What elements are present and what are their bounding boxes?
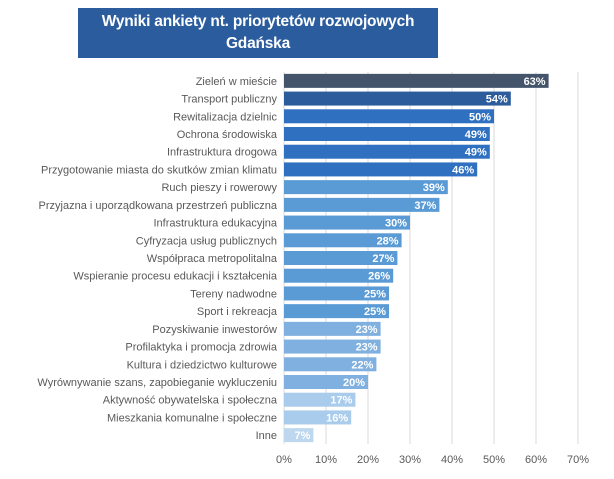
- data-label: 49%: [465, 129, 487, 141]
- x-tick-label: 50%: [483, 454, 505, 466]
- category-label: Infrastruktura drogowa: [167, 147, 278, 159]
- title-line-2: w perspektywie 10 lat: [180, 57, 336, 74]
- category-label: Przygotowanie miasta do skutków zmian kl…: [41, 164, 277, 176]
- category-label: Cyfryzacja usług publicznych: [136, 235, 277, 247]
- bar: [284, 127, 490, 141]
- data-label: 23%: [356, 324, 378, 336]
- category-label: Współpraca metropolitalna: [147, 253, 278, 265]
- bar: [284, 339, 381, 354]
- bar: [284, 268, 394, 283]
- data-label: 16%: [326, 412, 348, 424]
- bar: [284, 197, 440, 212]
- data-label: 28%: [377, 235, 399, 247]
- bar: [284, 109, 494, 124]
- bar: [284, 428, 314, 443]
- x-tick-label: 0%: [276, 454, 292, 466]
- category-label: Ruch pieszy i rowerowy: [161, 182, 277, 194]
- category-label: Mieszkania komunalne i społeczne: [107, 412, 277, 424]
- bar: [284, 162, 478, 177]
- data-label: 7%: [294, 430, 310, 442]
- category-label: Tereny nadwodne: [190, 288, 277, 300]
- x-tick-label: 30%: [399, 454, 421, 466]
- x-tick-label: 60%: [525, 454, 547, 466]
- category-label: Transport publiczny: [181, 94, 277, 106]
- bar: [284, 144, 490, 159]
- category-label: Infrastruktura edukacyjna: [153, 218, 277, 230]
- data-label: 20%: [343, 377, 365, 389]
- x-tick-label: 20%: [357, 454, 379, 466]
- category-label: Wspieranie procesu edukacji i kształceni…: [73, 271, 277, 283]
- bar: [284, 73, 549, 88]
- category-label: Profilaktyka i promocja zdrowia: [125, 342, 277, 354]
- data-label: 30%: [385, 218, 407, 230]
- data-label: 25%: [364, 306, 386, 318]
- bar: [284, 233, 402, 248]
- data-label: 22%: [351, 359, 373, 371]
- data-label: 54%: [486, 94, 508, 106]
- title-line-1: Wyniki ankiety nt. priorytetów rozwojowy…: [101, 13, 415, 52]
- bar: [284, 215, 410, 230]
- data-label: 23%: [356, 342, 378, 354]
- category-label: Zieleń w mieście: [196, 76, 277, 88]
- chart-title: Wyniki ankiety nt. priorytetów rozwojowy…: [78, 8, 438, 74]
- data-label: 46%: [452, 164, 474, 176]
- x-tick-label: 10%: [315, 454, 337, 466]
- x-tick-label: 70%: [567, 454, 589, 466]
- category-label: Przyjazna i uporządkowana przestrzeń pub…: [39, 200, 278, 212]
- data-label: 37%: [414, 200, 436, 212]
- data-label: 17%: [330, 395, 352, 407]
- x-tick-label: 40%: [441, 454, 463, 466]
- bar: [284, 410, 352, 425]
- data-label: 39%: [423, 182, 445, 194]
- data-label: 25%: [364, 288, 386, 300]
- data-label: 50%: [469, 111, 491, 123]
- category-label: Kultura i dziedzictwo kulturowe: [127, 359, 277, 371]
- bar: [284, 357, 377, 372]
- data-label: 63%: [524, 76, 546, 88]
- data-label: 49%: [465, 147, 487, 159]
- data-label: 27%: [372, 253, 394, 265]
- category-label: Wyrównywanie szans, zapobieganie wyklucz…: [37, 377, 277, 389]
- category-label: Inne: [256, 430, 277, 442]
- bar: [284, 375, 368, 389]
- category-label: Sport i rekreacja: [197, 306, 278, 318]
- category-label: Aktywność obywatelska i społeczna: [103, 395, 278, 407]
- category-label: Rewitalizacja dzielnic: [173, 111, 277, 123]
- category-label: Pozyskiwanie inwestorów: [152, 324, 277, 336]
- bar: [284, 286, 389, 301]
- bar: [284, 91, 511, 106]
- bar: [284, 304, 389, 319]
- bar: [284, 392, 356, 407]
- bar: [284, 180, 448, 195]
- bar: [284, 321, 381, 336]
- category-label: Ochrona środowiska: [177, 129, 278, 141]
- data-label: 26%: [368, 271, 390, 283]
- bar: [284, 251, 398, 265]
